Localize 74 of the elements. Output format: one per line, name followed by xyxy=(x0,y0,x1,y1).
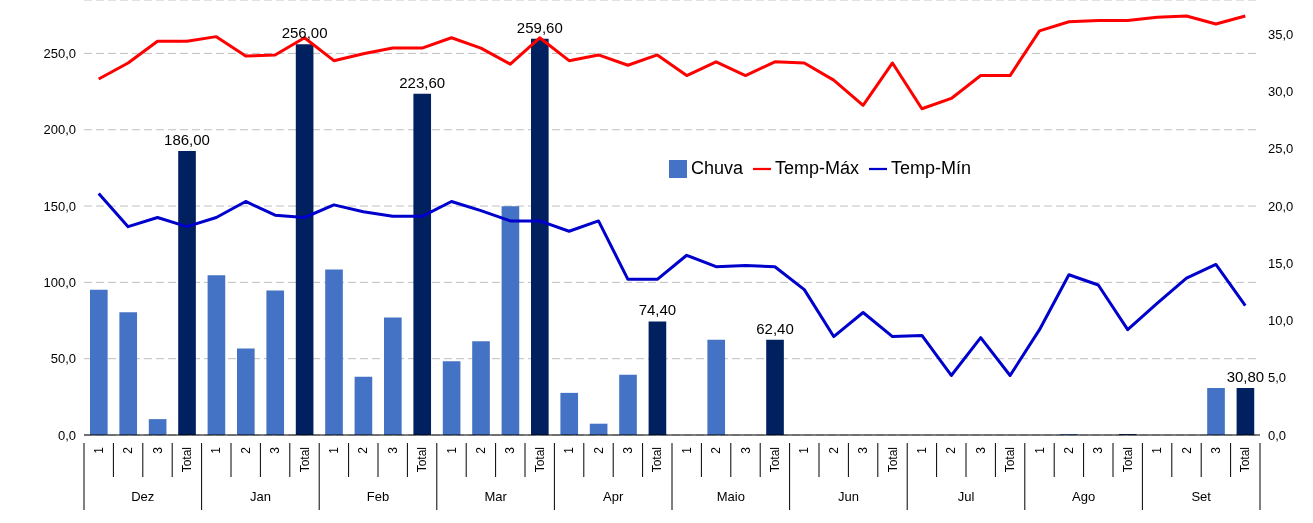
text: Jan xyxy=(249,489,271,504)
text: Feb xyxy=(366,489,390,504)
data-label: 259,60 xyxy=(516,18,563,36)
data-label: 186,00 xyxy=(164,131,210,149)
x-tick-label: 1 xyxy=(1032,446,1047,454)
x-tick-label: 1 xyxy=(91,446,106,454)
x-tick-label: 1 xyxy=(679,446,694,454)
text: Maio xyxy=(716,489,745,504)
x-tick-label: 3 xyxy=(973,446,988,454)
text: Set xyxy=(1191,489,1212,504)
x-tick-label: 3 xyxy=(1091,446,1106,454)
x-tick-label: Total xyxy=(885,447,900,473)
y-tick-label: 250,0 xyxy=(43,46,76,62)
x-tick-label: 2 xyxy=(473,446,488,454)
y2-tick-label: 15,0 xyxy=(1268,255,1294,271)
x-tick-label: 1 xyxy=(444,446,459,454)
y2-tick-label: 30,0 xyxy=(1268,84,1294,100)
legend-label: Chuva xyxy=(690,158,743,178)
x-tick-label: Total xyxy=(415,447,430,473)
x-tick-label: Total xyxy=(767,447,782,473)
x-tick-label: Total xyxy=(532,447,547,473)
x-tick-label: 2 xyxy=(356,446,371,454)
y-tick-label: 150,0 xyxy=(43,198,76,214)
x-tick-label: Total xyxy=(650,447,665,473)
x-tick-label: 3 xyxy=(503,446,518,454)
y-tick-label: 0,0 xyxy=(57,427,76,443)
x-tick-label: 3 xyxy=(150,446,165,454)
text: Jul xyxy=(957,489,975,504)
x-tick-label: 2 xyxy=(944,446,959,454)
x-tick-label: Total xyxy=(1120,447,1135,473)
x-tick-label: 1 xyxy=(914,446,929,454)
x-tick-label: 3 xyxy=(268,446,283,454)
y2-tick-label: 10,0 xyxy=(1268,313,1294,329)
x-tick-label: 1 xyxy=(1150,446,1165,454)
y-tick-label: 100,0 xyxy=(43,274,76,290)
x-tick-label: 2 xyxy=(1061,446,1076,454)
x-tick-label: 3 xyxy=(738,446,753,454)
x-tick-label: 3 xyxy=(385,446,400,454)
x-tick-label: 2 xyxy=(826,446,841,454)
text: Jun xyxy=(837,489,859,504)
y2-tick-label: 25,0 xyxy=(1268,141,1294,157)
x-tick-label: Total xyxy=(1003,447,1018,473)
x-tick-label: 1 xyxy=(797,446,812,454)
y2-tick-label: 0,0 xyxy=(1268,427,1287,443)
x-tick-label: 2 xyxy=(591,446,606,454)
data-label: 74,40 xyxy=(638,301,677,319)
text: Apr xyxy=(603,489,624,504)
x-tick-label: 1 xyxy=(326,446,341,454)
y-tick-label: 200,0 xyxy=(43,122,76,138)
x-tick-label: 3 xyxy=(620,446,635,454)
text: Mar xyxy=(484,489,508,504)
data-label: 256,00 xyxy=(281,24,328,42)
data-label: 62,40 xyxy=(756,319,794,337)
x-tick-label: 1 xyxy=(562,446,577,454)
x-tick-label: 2 xyxy=(1179,446,1194,454)
y2-tick-label: 20,0 xyxy=(1268,198,1294,214)
data-label: 223,60 xyxy=(399,73,446,91)
text: Dez xyxy=(131,489,155,504)
x-tick-label: Total xyxy=(297,447,312,473)
y2-tick-label: 5,0 xyxy=(1268,370,1287,386)
x-tick-label: 2 xyxy=(238,446,253,454)
data-label: 30,80 xyxy=(1226,367,1265,385)
legend-label: Temp-Mín xyxy=(891,158,972,178)
x-tick-label: 2 xyxy=(121,446,136,454)
x-tick-label: 3 xyxy=(856,446,871,454)
x-tick-label: Total xyxy=(1238,447,1253,473)
legend-label: Temp-Máx xyxy=(775,158,860,178)
x-tick-label: 1 xyxy=(209,446,224,454)
x-tick-label: 2 xyxy=(709,446,724,454)
x-tick-label: 3 xyxy=(1208,446,1223,454)
x-tick-label: Total xyxy=(179,447,194,473)
y2-tick-label: 35,0 xyxy=(1268,26,1294,42)
text: Ago xyxy=(1072,489,1096,504)
y-tick-label: 50,0 xyxy=(50,351,76,367)
